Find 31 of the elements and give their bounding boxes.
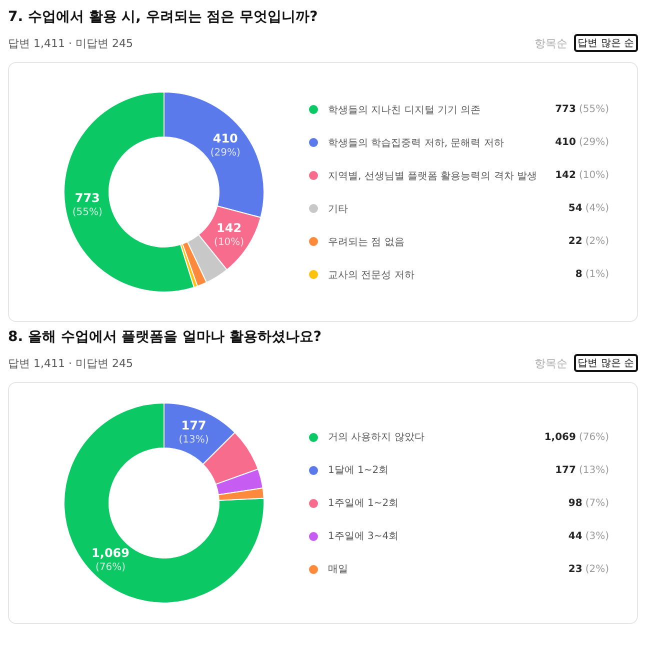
- text: 답변 많은 순: [574, 354, 638, 372]
- text: 답변 많은 순: [574, 34, 638, 52]
- chart-subtitle: 답변 1,411 · 미답변 245: [8, 36, 134, 50]
- text: 항목순: [534, 356, 568, 370]
- legend-label: 매일: [328, 563, 349, 576]
- legend-label: 지역별, 선생님별 플랫폼 활용능력의 격차 발생: [328, 170, 538, 182]
- text: 1,069 (76%): [544, 432, 609, 442]
- data-label: 98 (7%): [568, 498, 609, 508]
- donut-slice: [64, 402, 264, 604]
- legend-label: 학생들의 지나친 디지털 기기 의존: [328, 104, 482, 116]
- legend-label: 1달에 1~2회: [328, 464, 390, 477]
- chart-subtitle: 답변 1,411 · 미답변 245: [8, 356, 134, 370]
- legend-label: 1주일에 3~4회: [328, 530, 400, 543]
- text: 410 (29%): [555, 137, 609, 148]
- data-label: 54 (4%): [568, 203, 609, 214]
- legend-label: 거의 사용하지 않았다: [328, 431, 426, 444]
- text: 142 (10%): [555, 170, 609, 181]
- legend-label: 1주일에 1~2회: [328, 497, 400, 510]
- legend-label: 학생들의 학습집중력 저하, 문해력 저하: [328, 136, 505, 150]
- chart-title: 8. 올해 수업에서 플랫폼을 얼마나 활용하셨나요?: [8, 328, 323, 346]
- data-label: 22 (2%): [568, 236, 609, 247]
- text: 773 (55%): [555, 104, 609, 115]
- legend-label: 우려되는 점 없음: [328, 236, 406, 248]
- chart-title: 7. 수업에서 활용 시, 우려되는 점은 무엇입니까?: [8, 8, 319, 26]
- text: 177 (13%): [555, 464, 609, 476]
- text: 항목순: [534, 36, 568, 50]
- legend-label: 교사의 전문성 저하: [328, 268, 416, 282]
- data-label: 23 (2%): [568, 564, 609, 574]
- data-label: 8 (1%): [575, 269, 609, 280]
- data-label: 44 (3%): [568, 530, 609, 542]
- legend-label: 기타: [328, 202, 349, 216]
